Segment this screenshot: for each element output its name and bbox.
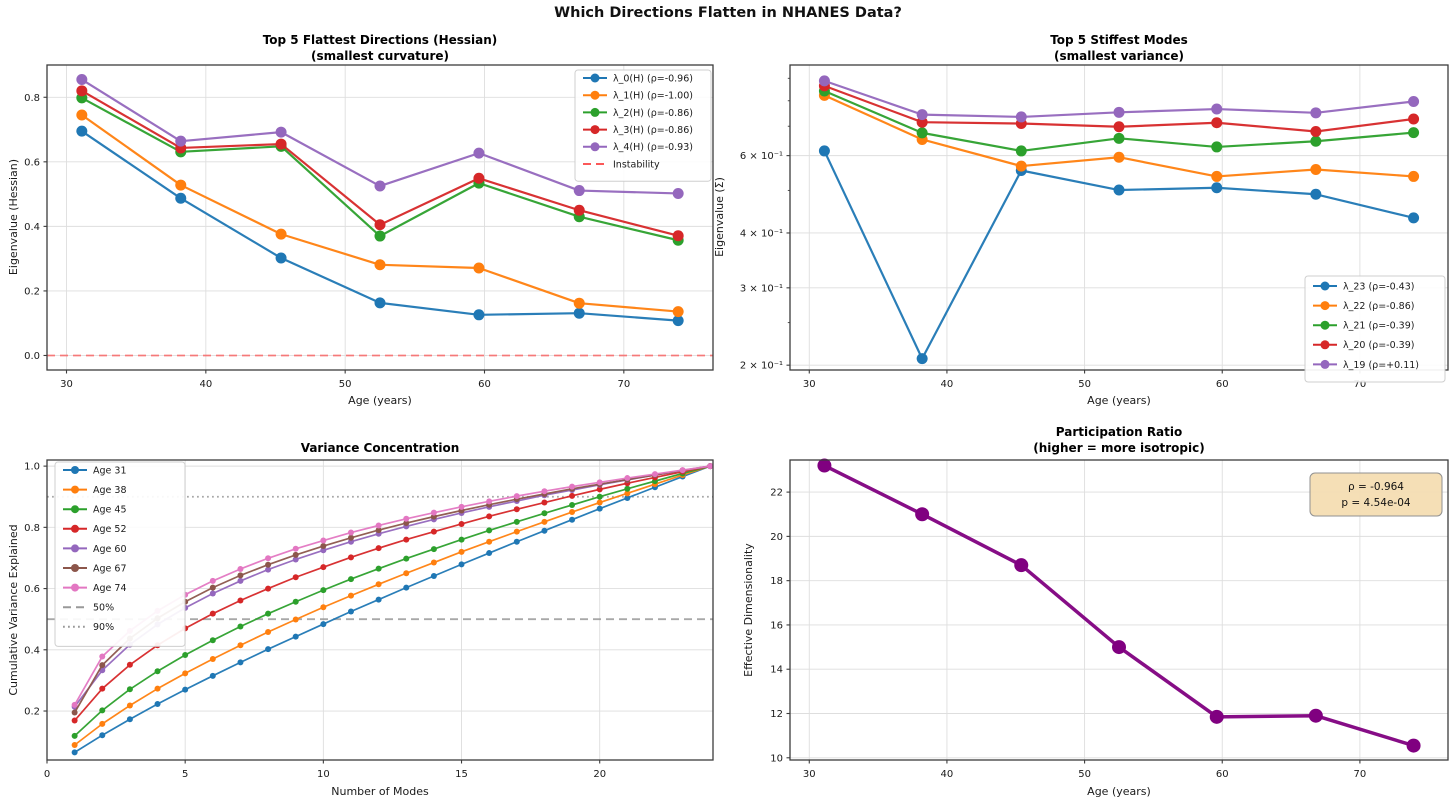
svg-text:60: 60 (1216, 379, 1229, 390)
svg-text:0: 0 (44, 769, 50, 780)
svg-text:40: 40 (199, 379, 212, 390)
svg-text:6 × 10⁻¹: 6 × 10⁻¹ (740, 151, 783, 162)
svg-text:Age (years): Age (years) (1087, 785, 1151, 798)
svg-text:30: 30 (803, 379, 816, 390)
svg-text:50%: 50% (93, 603, 114, 614)
svg-text:22: 22 (770, 488, 783, 499)
svg-text:λ_21 (ρ=-0.39): λ_21 (ρ=-0.39) (1343, 321, 1414, 332)
svg-text:0.6: 0.6 (24, 157, 40, 168)
svg-text:λ_23 (ρ=-0.43): λ_23 (ρ=-0.43) (1343, 281, 1414, 292)
svg-text:Participation Ratio: Participation Ratio (1056, 425, 1183, 439)
svg-text:Variance Concentration: Variance Concentration (301, 441, 460, 455)
svg-text:p = 4.54e-04: p = 4.54e-04 (1341, 497, 1410, 509)
svg-text:λ_2(H) (ρ=-0.86): λ_2(H) (ρ=-0.86) (613, 108, 693, 119)
svg-text:λ_0(H) (ρ=-0.96): λ_0(H) (ρ=-0.96) (613, 73, 693, 84)
svg-text:0.8: 0.8 (24, 93, 40, 104)
svg-text:λ_1(H) (ρ=-1.00): λ_1(H) (ρ=-1.00) (613, 91, 693, 102)
svg-text:30: 30 (60, 379, 73, 390)
svg-text:Age 38: Age 38 (93, 485, 126, 496)
svg-text:30: 30 (803, 769, 816, 780)
svg-text:λ_20 (ρ=-0.39): λ_20 (ρ=-0.39) (1343, 340, 1414, 351)
svg-text:70: 70 (1354, 379, 1367, 390)
svg-text:λ_19 (ρ=+0.11): λ_19 (ρ=+0.11) (1343, 360, 1419, 371)
svg-text:90%: 90% (93, 622, 114, 633)
svg-text:Age 52: Age 52 (93, 524, 126, 535)
participation-ratio-chart: 30 40 50 60 70 10 12 14 16 18 20 22 Participation Ra… (742, 425, 1449, 798)
svg-text:50: 50 (339, 379, 352, 390)
svg-text:50: 50 (1078, 379, 1091, 390)
svg-text:Top 5 Stiffest Modes: Top 5 Stiffest Modes (1050, 33, 1188, 47)
svg-text:2 × 10⁻¹: 2 × 10⁻¹ (740, 361, 783, 372)
svg-text:16: 16 (770, 620, 783, 631)
svg-text:(smallest variance): (smallest variance) (1054, 49, 1184, 63)
svg-text:60: 60 (478, 379, 491, 390)
svg-text:12: 12 (770, 709, 783, 720)
figure-suptitle: Which Directions Flatten in NHANES Data? (554, 5, 902, 21)
svg-text:Age 74: Age 74 (93, 583, 126, 594)
svg-text:Age 60: Age 60 (93, 544, 126, 555)
svg-text:3 × 10⁻¹: 3 × 10⁻¹ (740, 283, 783, 294)
svg-text:20: 20 (770, 532, 783, 543)
svg-text:Cumulative Variance Explained: Cumulative Variance Explained (7, 524, 20, 695)
svg-text:0.6: 0.6 (24, 584, 40, 595)
svg-text:15: 15 (455, 769, 468, 780)
flattest-directions-chart: 30 40 50 60 70 0.0 0.2 0.4 0.6 0.8 Top 5 Flattest … (7, 33, 714, 407)
svg-text:Age 67: Age 67 (93, 563, 126, 574)
svg-text:5: 5 (182, 769, 188, 780)
svg-text:0.8: 0.8 (24, 523, 40, 534)
svg-text:0.4: 0.4 (24, 222, 40, 233)
svg-text:0.4: 0.4 (24, 645, 40, 656)
svg-text:Age 45: Age 45 (93, 505, 126, 516)
svg-text:4 × 10⁻¹: 4 × 10⁻¹ (740, 228, 783, 239)
svg-text:Age (years): Age (years) (1087, 394, 1151, 407)
svg-text:0.2: 0.2 (24, 707, 40, 718)
svg-text:Age 31: Age 31 (93, 465, 126, 476)
svg-text:0.2: 0.2 (24, 286, 40, 297)
svg-text:1.0: 1.0 (24, 462, 40, 473)
svg-text:Instability: Instability (613, 159, 660, 170)
stiffest-modes-chart: 30 40 50 60 70 6 × 10⁻¹ 4 × 10⁻¹ 3 × 10⁻¹ 2 × 10… (713, 33, 1449, 407)
svg-text:70: 70 (1354, 769, 1367, 780)
svg-text:ρ = -0.964: ρ = -0.964 (1348, 481, 1404, 493)
svg-text:70: 70 (617, 379, 630, 390)
svg-text:Effective Dimensionality: Effective Dimensionality (742, 543, 755, 677)
svg-text:Eigenvalue (Hessian): Eigenvalue (Hessian) (7, 159, 20, 275)
svg-text:(higher = more isotropic): (higher = more isotropic) (1033, 441, 1204, 455)
svg-text:60: 60 (1216, 769, 1229, 780)
svg-text:40: 40 (941, 379, 954, 390)
svg-text:Eigenvalue (Σ): Eigenvalue (Σ) (713, 177, 726, 257)
svg-text:20: 20 (593, 769, 606, 780)
svg-text:Top 5 Flattest Directions (Hes: Top 5 Flattest Directions (Hessian) (263, 33, 498, 47)
svg-text:0.0: 0.0 (24, 351, 40, 362)
svg-text:18: 18 (770, 576, 783, 587)
svg-text:10: 10 (770, 753, 783, 764)
variance-concentration-chart: 0 5 10 15 20 0.2 0.4 0.6 0.8 1.0 Variance Concentr… (7, 441, 714, 798)
svg-text:14: 14 (770, 665, 783, 676)
svg-text:40: 40 (941, 769, 954, 780)
svg-text:50: 50 (1078, 769, 1091, 780)
svg-text:λ_3(H) (ρ=-0.86): λ_3(H) (ρ=-0.86) (613, 125, 693, 136)
svg-text:Number of Modes: Number of Modes (331, 785, 429, 798)
svg-text:Age (years): Age (years) (348, 394, 412, 407)
svg-text:(smallest curvature): (smallest curvature) (311, 49, 449, 63)
svg-text:λ_4(H) (ρ=-0.93): λ_4(H) (ρ=-0.93) (613, 142, 693, 153)
svg-text:10: 10 (317, 769, 330, 780)
svg-text:λ_22 (ρ=-0.86): λ_22 (ρ=-0.86) (1343, 301, 1414, 312)
